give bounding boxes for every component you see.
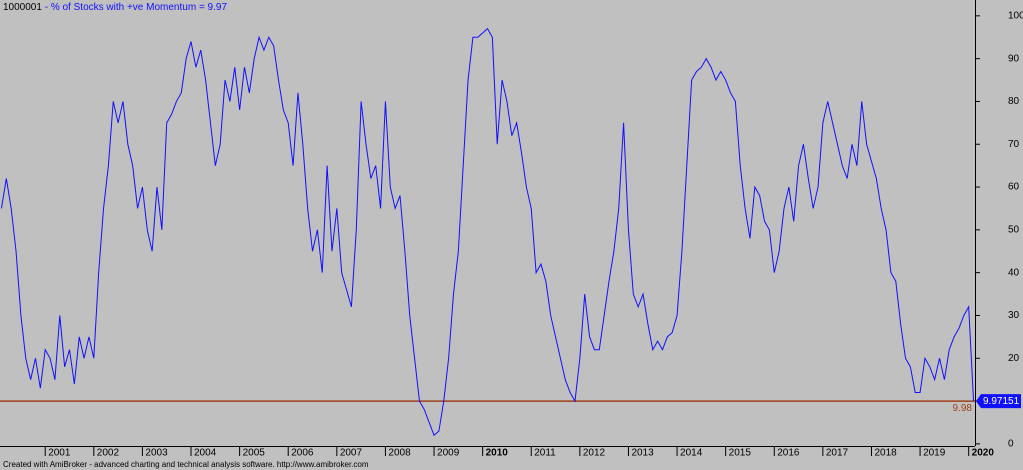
x-tick-label: 2008 (388, 448, 411, 459)
y-tick-label: 60 (1008, 182, 1020, 193)
y-tick-label: 90 (1008, 53, 1020, 64)
x-tick-label: 2005 (243, 448, 266, 459)
x-tick-label: 2001 (48, 448, 71, 459)
title-id: 1000001 (3, 2, 42, 13)
data-line (0, 27, 975, 437)
x-tick-label: 2002 (97, 448, 120, 459)
y-tick-label: 100 (1008, 10, 1023, 21)
x-tick-label: 2016 (777, 448, 800, 459)
y-tick-label: 50 (1008, 224, 1020, 235)
x-tick-label: 2009 (437, 448, 460, 459)
x-tick-label: 2020 (972, 448, 995, 459)
x-tick-label: 2014 (680, 448, 703, 459)
x-tick-label: 2011 (534, 448, 556, 459)
title-text: - % of Stocks with +ve Momentum = 9.97 (45, 2, 228, 13)
y-tick-label: 30 (1008, 310, 1020, 321)
chart-title: 1000001 - % of Stocks with +ve Momentum … (3, 2, 227, 13)
y-tick-label: 20 (1008, 353, 1020, 364)
y-tick-label: 80 (1008, 96, 1020, 107)
y-tick-label: 40 (1008, 267, 1020, 278)
x-tick-label: 2013 (631, 448, 654, 459)
x-tick-label: 2003 (145, 448, 168, 459)
y-tick-label: 0 (1008, 439, 1014, 450)
x-tick-label: 2004 (194, 448, 217, 459)
reference-label: 9.98 (953, 403, 973, 414)
x-tick-label: 2017 (826, 448, 849, 459)
x-tick-label: 2012 (583, 448, 606, 459)
x-tick-label: 2010 (486, 448, 509, 459)
x-tick-label: 2007 (340, 448, 363, 459)
y-tick-label: 70 (1008, 139, 1020, 150)
x-tick-label: 2006 (291, 448, 314, 459)
x-tick-label: 2018 (874, 448, 897, 459)
x-tick-label: 2019 (923, 448, 946, 459)
x-tick-label: 2015 (729, 448, 752, 459)
footer: Created with AmiBroker - advanced charti… (3, 460, 369, 469)
last-value-label: 9.97151 (983, 396, 1020, 407)
last-value-box (976, 394, 1021, 409)
